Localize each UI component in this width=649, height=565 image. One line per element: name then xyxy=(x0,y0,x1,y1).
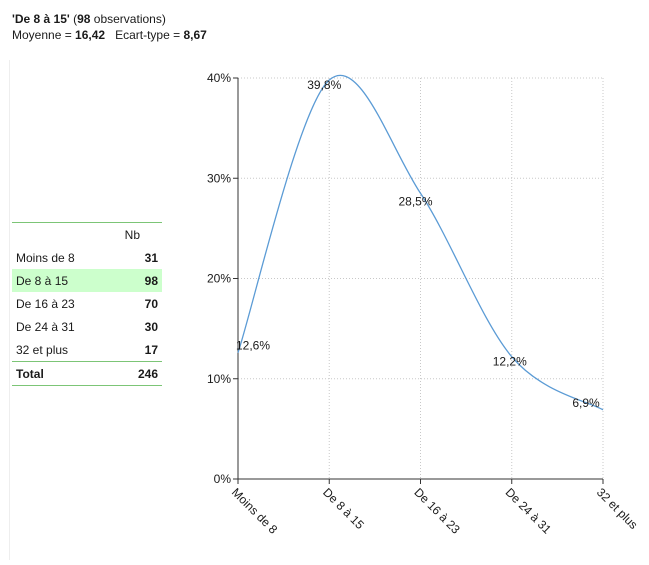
total-value: 246 xyxy=(104,361,162,386)
table-row: De 24 à 31 30 xyxy=(12,315,162,338)
header-stats-line: Moyenne = 16,42 Ecart-type = 8,67 xyxy=(12,27,207,43)
x-tick-label: De 24 à 31 xyxy=(503,485,555,537)
x-tick-label: De 8 à 15 xyxy=(320,485,367,532)
header-title: 'De 8 à 15' xyxy=(12,12,70,26)
table-row: De 16 à 23 70 xyxy=(12,292,162,315)
x-tick-label: 32 et plus xyxy=(594,485,641,532)
row-value: 30 xyxy=(144,319,158,334)
data-label: 12,2% xyxy=(493,355,527,369)
data-label: 6,9% xyxy=(572,396,600,410)
y-tick-label: 30% xyxy=(207,171,231,185)
data-label: 28,5% xyxy=(398,194,432,208)
y-tick-label: 0% xyxy=(214,472,232,486)
row-label: De 16 à 23 xyxy=(16,296,75,311)
col-header-nb: Nb xyxy=(104,222,162,246)
row-label: De 8 à 15 xyxy=(12,269,105,292)
y-tick-label: 40% xyxy=(207,71,231,85)
mean-label: Moyenne = xyxy=(12,28,76,42)
x-tick-label: Moins de 8 xyxy=(229,485,281,537)
data-label: 12,6% xyxy=(236,339,270,353)
data-label: 39,8% xyxy=(307,78,341,92)
table-header-row: Nb xyxy=(12,222,162,246)
row-value: 70 xyxy=(144,296,158,311)
row-value: 98 xyxy=(104,269,162,292)
mean-value: 16,42 xyxy=(75,28,106,42)
x-tick-label: De 16 à 23 xyxy=(411,485,463,537)
header-count: 98 xyxy=(77,12,91,26)
row-label: 32 et plus xyxy=(16,342,69,357)
sd-label: Ecart-type = xyxy=(115,28,184,42)
total-label: Total xyxy=(12,361,105,386)
y-tick-label: 20% xyxy=(207,272,231,286)
sd-value: 8,67 xyxy=(183,28,207,42)
table-row-highlighted: De 8 à 15 98 xyxy=(12,269,162,292)
table-total-row: Total 246 xyxy=(12,361,162,386)
series-line xyxy=(237,74,604,411)
chart-header: 'De 8 à 15' (98 observations) Moyenne = … xyxy=(12,11,207,43)
table-row: Moins de 8 31 xyxy=(12,246,162,269)
row-value: 31 xyxy=(144,250,158,265)
frequency-table: Nb Moins de 8 31 De 8 à 15 98 De 16 à 23… xyxy=(12,222,162,386)
row-value: 17 xyxy=(144,342,158,357)
row-label: De 24 à 31 xyxy=(16,319,75,334)
header-title-line: 'De 8 à 15' (98 observations) xyxy=(12,11,207,27)
row-label: Moins de 8 xyxy=(16,250,75,265)
left-divider xyxy=(9,60,10,560)
table-row: 32 et plus 17 xyxy=(12,338,162,362)
header-paren: ( xyxy=(69,12,78,26)
header-obs: observations) xyxy=(90,12,166,26)
y-tick-label: 10% xyxy=(207,372,231,386)
